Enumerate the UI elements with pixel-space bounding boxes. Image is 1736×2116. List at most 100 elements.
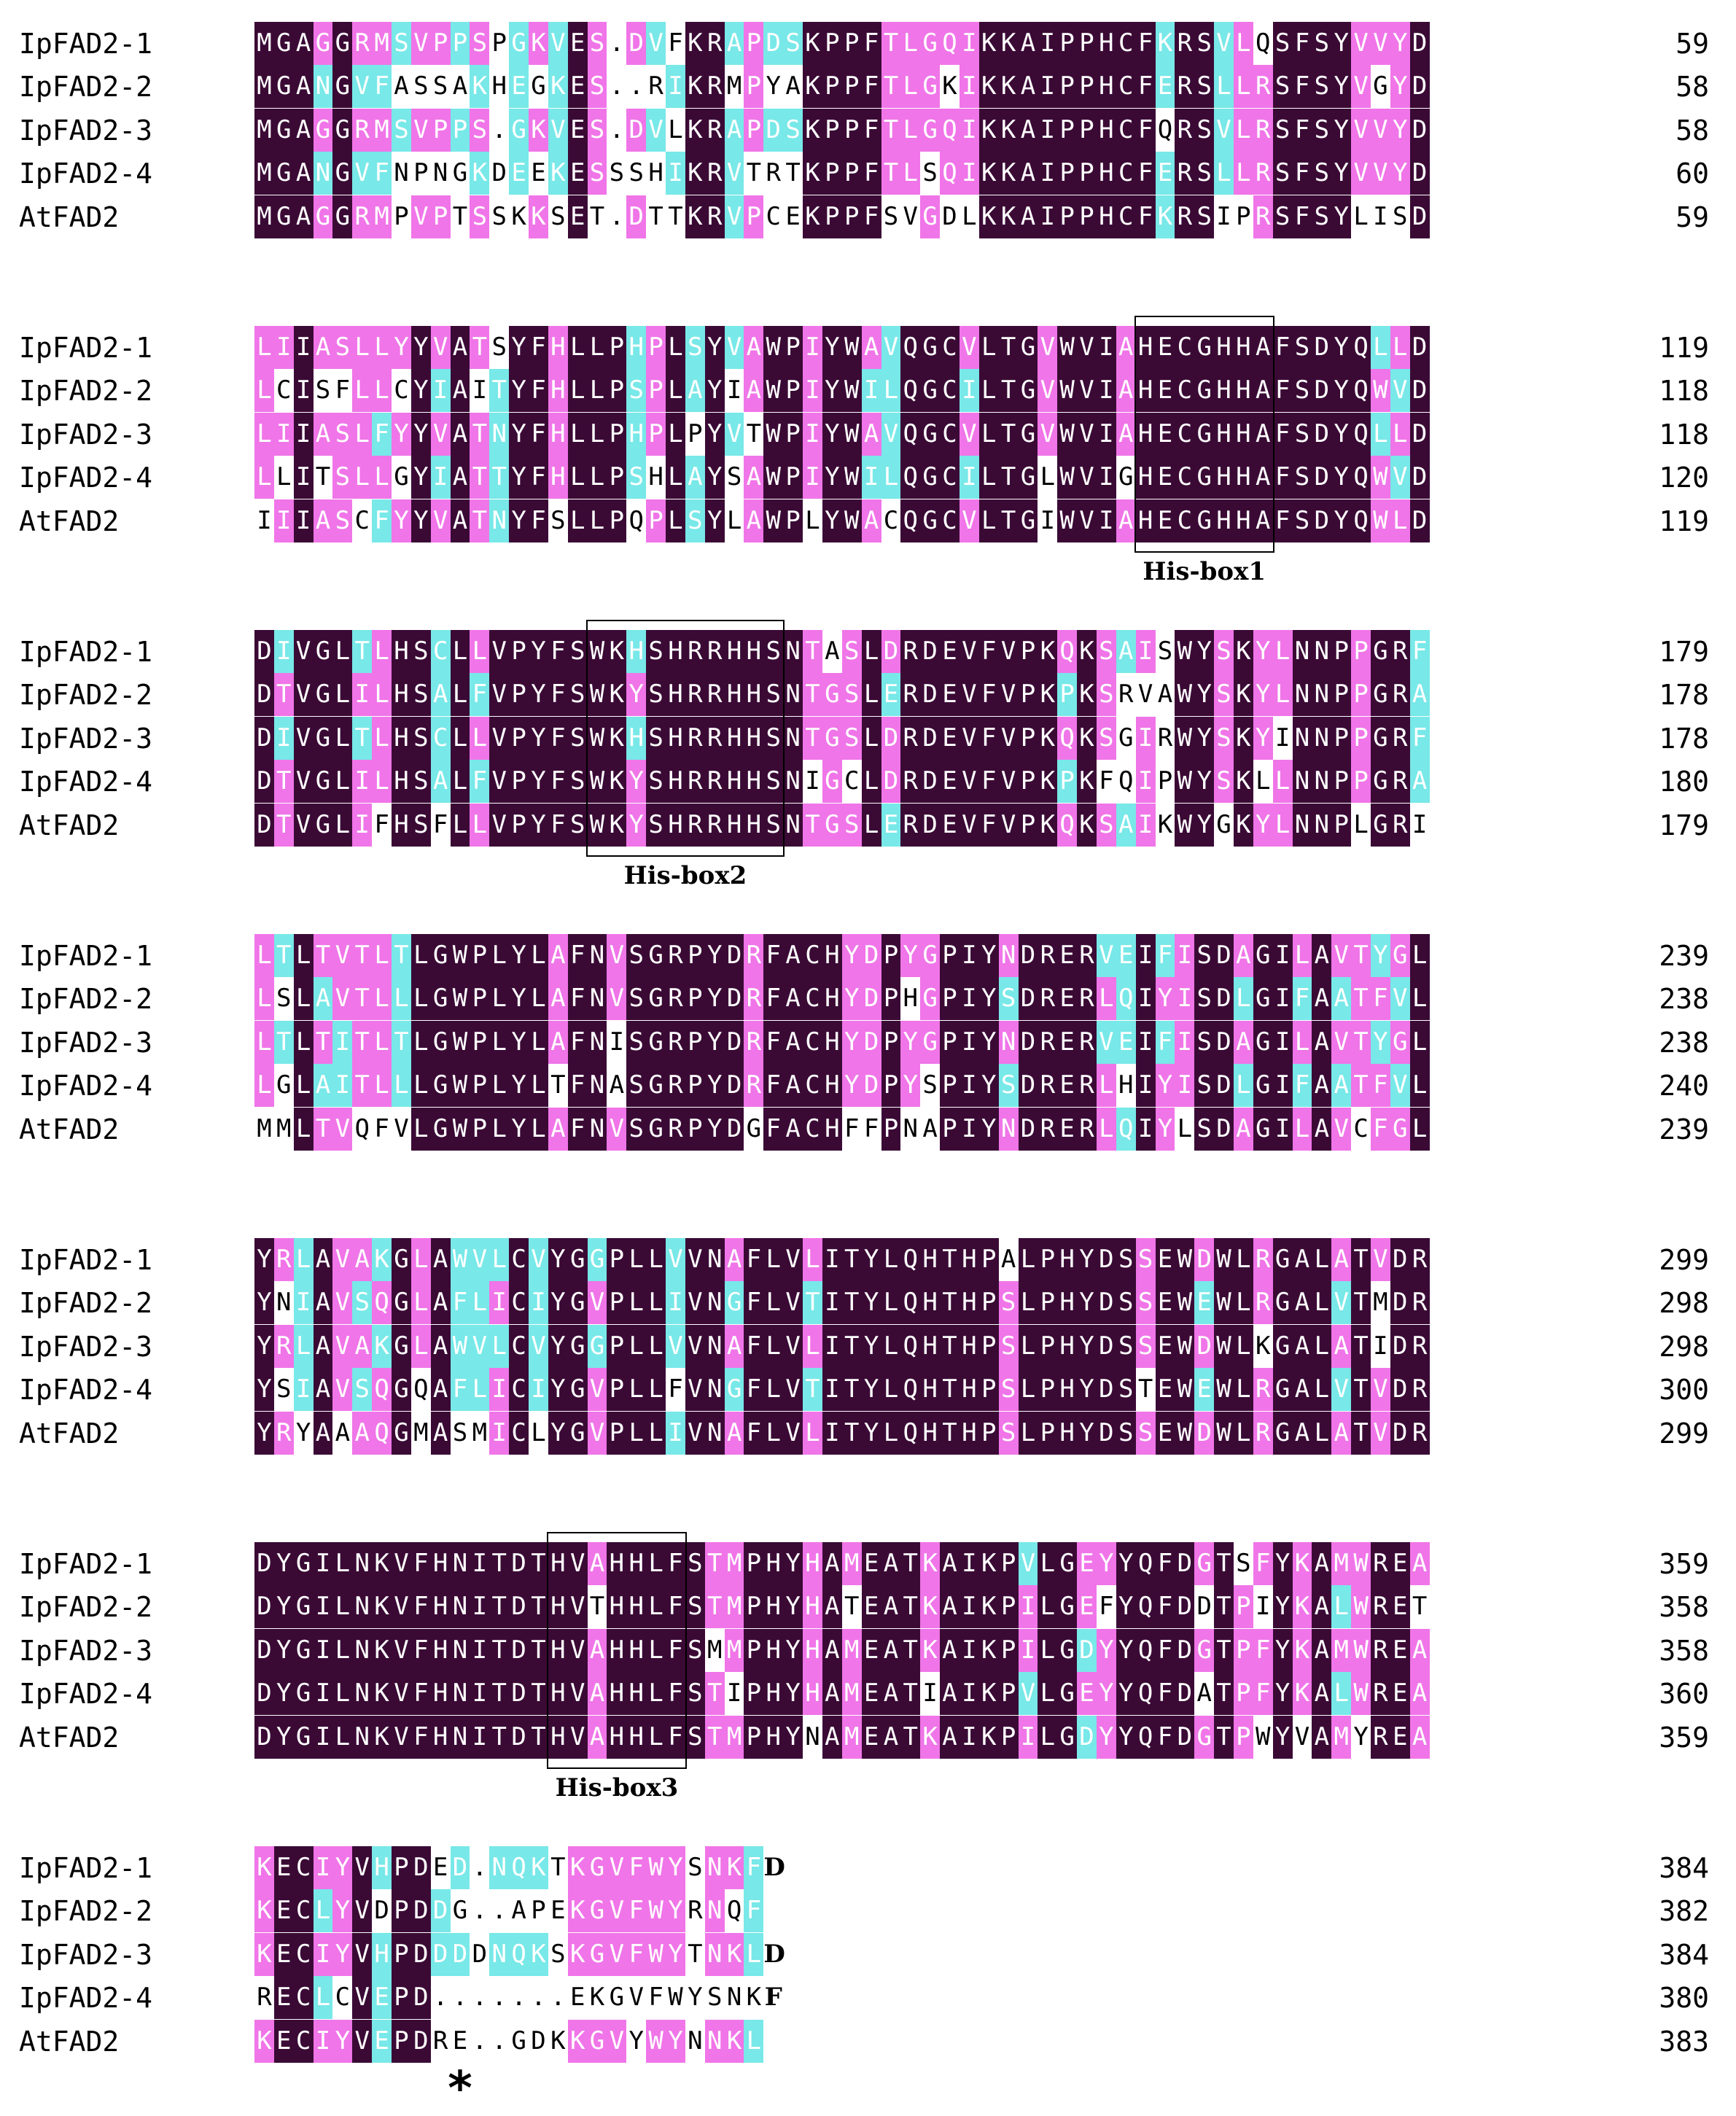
residue: L: [978, 412, 999, 456]
residue: Q: [900, 499, 921, 542]
residue: Y: [1390, 65, 1410, 109]
residue: T: [1351, 1281, 1371, 1325]
residue: W: [1351, 1628, 1371, 1672]
residue: I: [1135, 1107, 1156, 1151]
residue: L: [881, 1238, 901, 1281]
residue: P: [1077, 108, 1097, 152]
residue: H: [1233, 369, 1253, 413]
residue-end-position: 383: [1659, 2025, 1709, 2058]
residue: H: [392, 760, 411, 804]
residue: C: [1175, 326, 1195, 369]
residue: H: [903, 984, 919, 1014]
residue: H: [803, 1585, 822, 1629]
residue: W: [841, 412, 862, 456]
residue: H: [724, 630, 744, 673]
residue: V: [1077, 369, 1097, 413]
residue: L: [587, 456, 607, 499]
residue: G: [1018, 326, 1038, 369]
residue: D: [1018, 1064, 1038, 1108]
residue: K: [1233, 803, 1253, 847]
residue: L: [1409, 977, 1430, 1021]
residue: P: [940, 1020, 960, 1064]
residue: C: [940, 499, 960, 542]
residue: A: [394, 71, 409, 101]
residue: F: [744, 1238, 764, 1281]
residue: F: [1292, 1064, 1312, 1108]
residue: H: [1096, 65, 1116, 109]
residue: D: [254, 630, 274, 673]
residue: A: [861, 412, 881, 456]
residue: H: [666, 716, 685, 760]
residue: P: [822, 195, 842, 238]
residue: I: [726, 376, 742, 405]
residue: Y: [509, 499, 529, 542]
residue: Y: [1253, 630, 1273, 673]
residue: L: [1233, 108, 1253, 152]
residue: F: [410, 1672, 431, 1716]
residue: N: [489, 412, 510, 456]
residue: L: [1177, 1113, 1193, 1143]
residue: I: [1135, 934, 1156, 977]
residue: F: [1099, 1592, 1114, 1622]
residue: Y: [900, 1020, 921, 1064]
residue: A: [1116, 803, 1136, 847]
residue: F: [1155, 1628, 1175, 1672]
residue: L: [1233, 1064, 1253, 1108]
residue: H: [1096, 152, 1116, 195]
residue: W: [1256, 1722, 1271, 1751]
residue: T: [352, 716, 373, 760]
residue: Q: [900, 1368, 921, 1412]
residue: P: [841, 195, 862, 238]
residue: A: [587, 1628, 607, 1672]
residue: S: [763, 716, 784, 760]
sequence-name: AtFAD2: [19, 1417, 120, 1450]
residue: R: [685, 630, 705, 673]
residue: D: [1409, 108, 1430, 152]
residue: A: [1196, 1679, 1212, 1708]
residue: P: [1057, 760, 1078, 804]
residue: D: [1096, 1368, 1116, 1412]
residue: R: [1390, 630, 1410, 673]
residue: S: [1194, 1020, 1215, 1064]
residue: K: [529, 22, 548, 65]
residue: W: [763, 499, 784, 542]
residue: I: [1096, 412, 1116, 456]
residue: F: [1155, 1715, 1175, 1759]
residue: D: [861, 934, 881, 977]
residue: K: [978, 22, 999, 65]
residue: T: [881, 22, 901, 65]
residue: T: [998, 326, 1019, 369]
residue: .: [511, 1983, 526, 2012]
residue: V: [392, 1542, 411, 1585]
residue: A: [450, 369, 470, 413]
residue: A: [1409, 760, 1430, 804]
residue: I: [1135, 803, 1156, 847]
residue: H: [763, 1672, 784, 1716]
residue: P: [998, 1542, 1019, 1585]
residue: T: [704, 1715, 725, 1759]
residue: W: [450, 1238, 470, 1281]
residue: V: [607, 2019, 627, 2063]
residue: R: [685, 716, 705, 760]
residue: S: [315, 376, 331, 405]
residue: S: [763, 630, 784, 673]
residue-end-position: 300: [1659, 1374, 1709, 1407]
residue: Y: [704, 977, 725, 1021]
residue: Q: [1135, 1672, 1156, 1716]
residue: D: [254, 760, 274, 804]
residue: H: [763, 1715, 784, 1759]
residue: N: [587, 977, 607, 1021]
residue: P: [688, 419, 703, 448]
residue: V: [1038, 369, 1058, 413]
residue: K: [254, 1889, 274, 1933]
residue: D: [1096, 1281, 1116, 1325]
residue: D: [509, 1672, 529, 1716]
residue: M: [472, 1417, 488, 1447]
residue: I: [1175, 934, 1195, 977]
residue: A: [1157, 680, 1173, 709]
residue: P: [509, 716, 529, 760]
residue: L: [489, 1064, 510, 1108]
residue: Y: [1096, 1672, 1116, 1716]
